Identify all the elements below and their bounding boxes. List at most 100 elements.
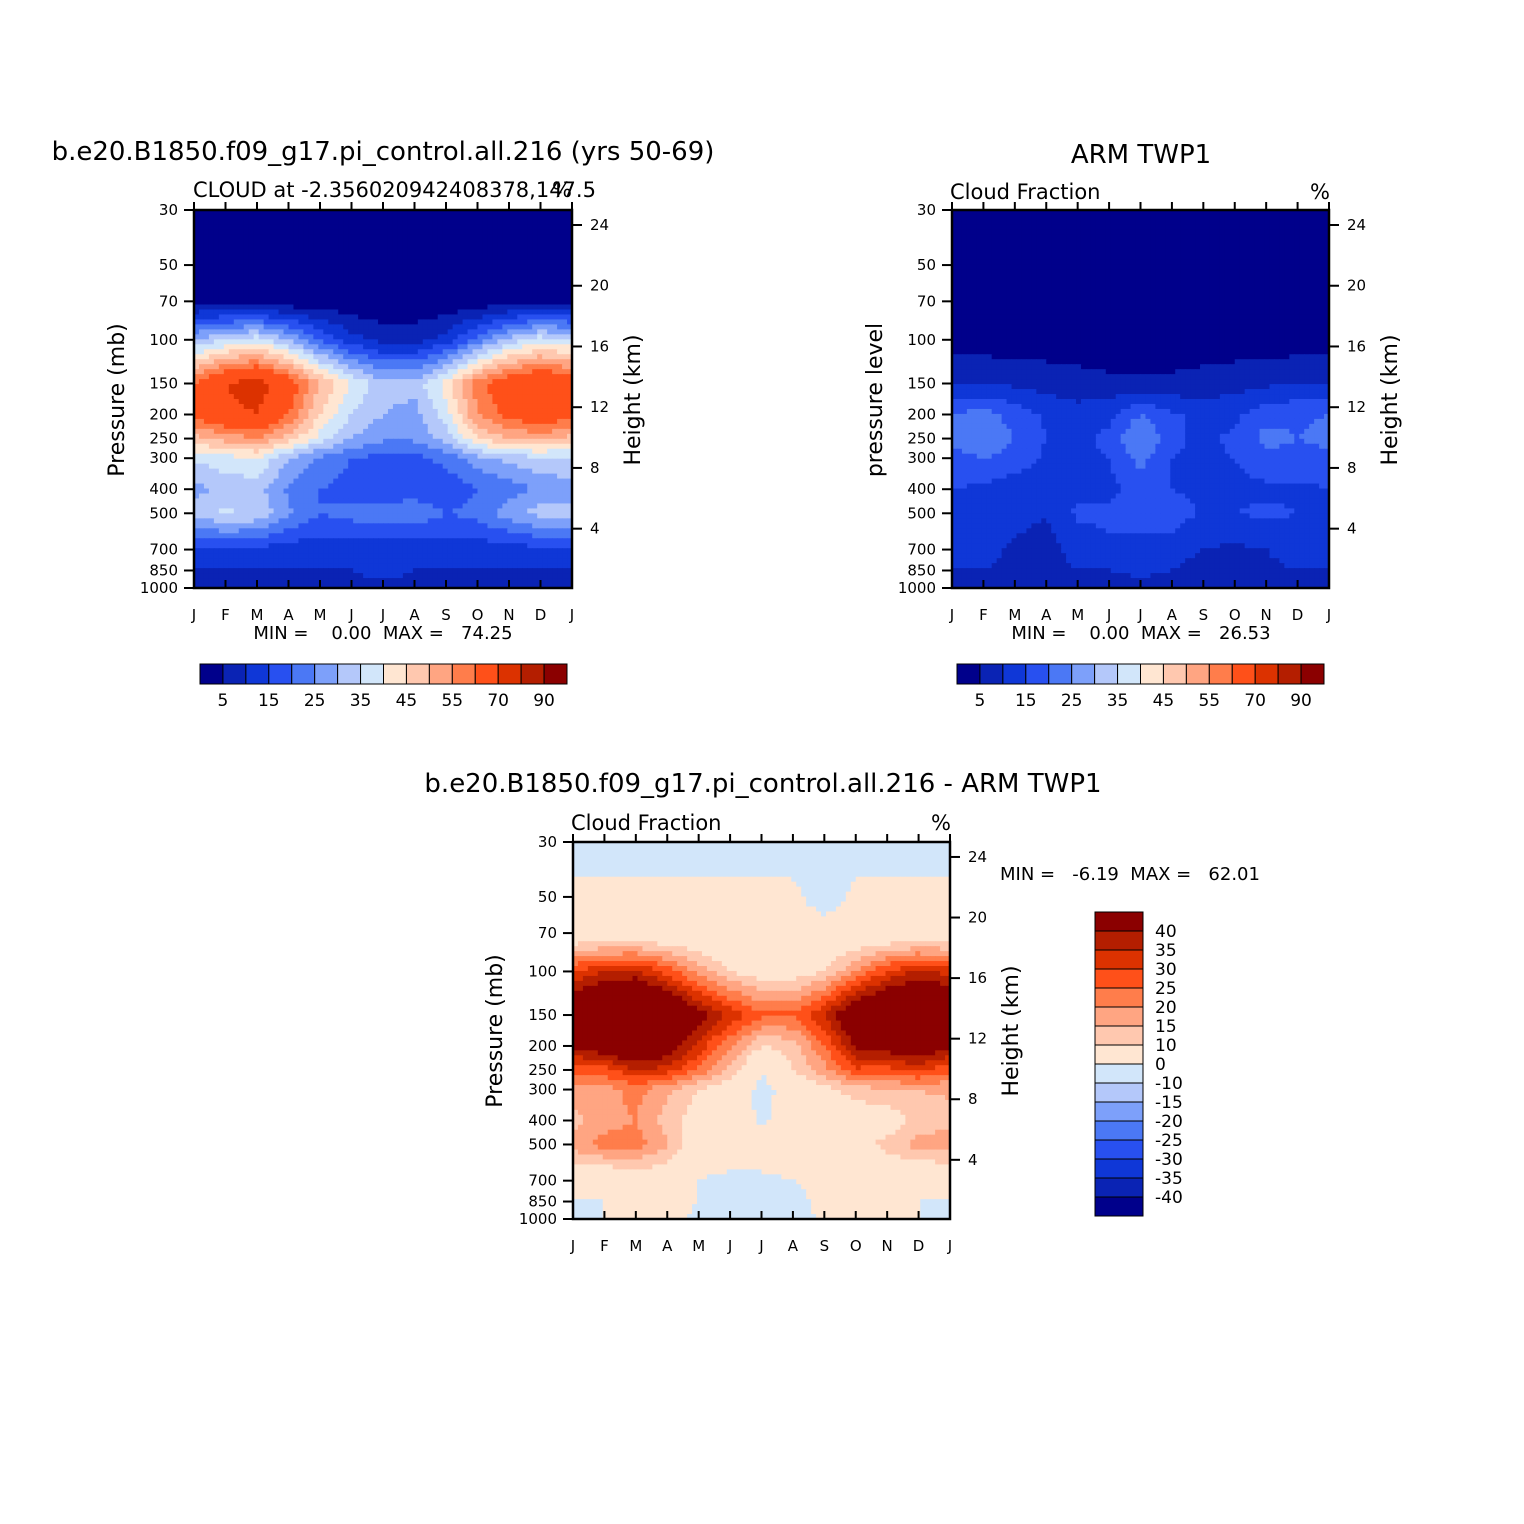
contour-cell	[358, 428, 364, 435]
contour-cell	[522, 264, 528, 271]
contour-cell	[338, 438, 344, 445]
contour-cell	[457, 284, 464, 291]
contour-cell	[447, 523, 454, 529]
contour-cell	[293, 224, 300, 231]
contour-cell	[243, 344, 250, 350]
contour-cell	[507, 219, 513, 226]
contour-cell	[208, 468, 215, 475]
contour-cell	[447, 399, 454, 405]
contour-cell	[397, 523, 404, 529]
contour-cell	[492, 329, 498, 335]
contour-cell	[507, 478, 513, 485]
contour-cell	[288, 319, 295, 325]
contour-cell	[383, 264, 389, 271]
contour-cell	[363, 264, 369, 271]
contour-cell	[363, 374, 369, 380]
contour-cell	[402, 438, 409, 445]
contour-cell	[537, 508, 543, 514]
contour-cell	[303, 294, 309, 301]
contour-cell	[343, 483, 349, 490]
contour-cell	[343, 394, 349, 400]
contour-cell	[378, 219, 384, 226]
contour-cell	[507, 314, 513, 321]
contour-cell	[378, 463, 384, 470]
contour-cell	[198, 458, 205, 465]
contour-cell	[417, 389, 424, 395]
contour-cell	[338, 294, 344, 301]
contour-cell	[567, 299, 573, 306]
contour-cell	[248, 458, 255, 465]
contour-cell	[527, 438, 533, 445]
contour-cell	[567, 433, 573, 440]
contour-cell	[283, 259, 290, 266]
contour-cell	[283, 518, 290, 524]
contour-cell	[492, 219, 498, 226]
contour-cell	[567, 528, 573, 534]
contour-cell	[387, 443, 394, 450]
contour-cell	[368, 403, 374, 410]
contour-cell	[243, 443, 250, 450]
contour-cell	[427, 374, 434, 380]
contour-cell	[333, 458, 339, 465]
contour-cell	[407, 418, 414, 425]
contour-cell	[542, 309, 548, 316]
contour-cell	[338, 339, 344, 345]
contour-cell	[198, 513, 205, 519]
contour-cell	[457, 254, 464, 261]
contour-cell	[218, 463, 225, 470]
contour-cell	[432, 229, 439, 236]
contour-cell	[323, 413, 329, 420]
contour-cell	[407, 483, 414, 490]
contour-cell	[432, 289, 439, 296]
contour-cell	[213, 433, 220, 440]
contour-cell	[432, 379, 439, 385]
contour-cell	[542, 478, 548, 485]
contour-cell	[243, 299, 250, 306]
contour-cell	[308, 374, 314, 380]
contour-cell	[397, 394, 404, 400]
contour-cell	[208, 269, 215, 276]
contour-cell	[457, 428, 464, 435]
contour-cell	[537, 384, 543, 390]
contour-cell	[368, 478, 374, 485]
contour-cell	[437, 528, 444, 534]
contour-cell	[387, 428, 394, 435]
contour-cell	[288, 394, 295, 400]
contour-cell	[358, 389, 364, 395]
contour-cell	[358, 259, 364, 266]
contour-cell	[517, 289, 523, 296]
contour-cell	[447, 374, 454, 380]
contour-cell	[512, 304, 518, 311]
contour-cell	[532, 244, 538, 251]
contour-cell	[278, 413, 285, 420]
contour-cell	[432, 349, 439, 355]
contour-cell	[477, 349, 484, 355]
contour-cell	[343, 294, 349, 301]
contour-cell	[218, 329, 225, 335]
contour-cell	[387, 379, 394, 385]
contour-cell	[273, 473, 280, 480]
contour-cell	[333, 294, 339, 301]
contour-cell	[338, 453, 344, 460]
contour-cell	[363, 329, 369, 335]
contour-cell	[442, 229, 449, 236]
contour-cell	[477, 408, 484, 415]
contour-cell	[253, 413, 260, 420]
contour-cell	[248, 289, 255, 296]
contour-cell	[263, 498, 270, 505]
contour-cell	[238, 498, 245, 505]
contour-cell	[522, 523, 528, 529]
contour-cell	[512, 399, 518, 405]
contour-cell	[298, 224, 305, 231]
contour-cell	[502, 334, 508, 340]
contour-cell	[487, 408, 494, 415]
contour-cell	[507, 488, 513, 495]
contour-cell	[243, 309, 250, 316]
contour-cell	[358, 219, 364, 226]
contour-cell	[198, 284, 205, 291]
contour-cell	[452, 478, 459, 485]
contour-cell	[542, 314, 548, 321]
contour-cell	[422, 493, 429, 500]
contour-cell	[328, 329, 334, 335]
contour-cell	[313, 488, 319, 495]
